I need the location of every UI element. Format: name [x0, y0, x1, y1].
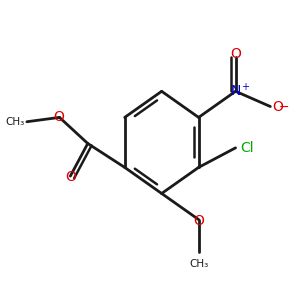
Text: O: O — [53, 110, 64, 124]
Text: O: O — [272, 100, 284, 114]
Text: CH₃: CH₃ — [5, 117, 25, 127]
Text: O: O — [230, 47, 241, 61]
Text: O: O — [193, 214, 204, 228]
Text: +: + — [241, 82, 249, 92]
Text: Cl: Cl — [240, 141, 253, 155]
Text: −: − — [279, 100, 290, 113]
Text: O: O — [65, 170, 76, 184]
Text: CH₃: CH₃ — [189, 259, 208, 269]
Text: N: N — [231, 84, 241, 98]
